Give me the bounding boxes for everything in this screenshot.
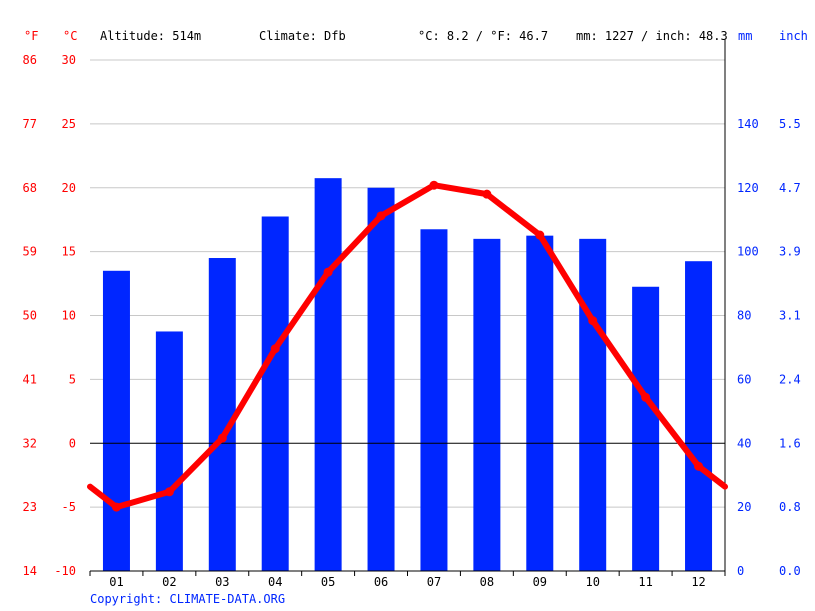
- mm-tick-label: 40: [737, 436, 751, 450]
- celsius-tick-label: 30: [62, 53, 76, 67]
- celsius-tick-label: 5: [69, 372, 76, 386]
- fahrenheit-tick-label: 23: [23, 500, 37, 514]
- precipitation-bar: [685, 261, 713, 571]
- precipitation-bar: [102, 270, 130, 571]
- mm-tick-label: 60: [737, 372, 751, 386]
- precipitation-bar: [420, 229, 448, 572]
- fahrenheit-tick-label: 86: [23, 53, 37, 67]
- precipitation-bar: [314, 178, 342, 571]
- mm-tick-label: 20: [737, 500, 751, 514]
- mm-tick-label: 80: [737, 309, 751, 323]
- temperature-point: [482, 189, 492, 199]
- mm-tick-label: 120: [737, 181, 759, 195]
- inch-tick-label: 0.8: [779, 500, 801, 514]
- celsius-tick-label: 15: [62, 245, 76, 259]
- celsius-tick-label: 10: [62, 309, 76, 323]
- celsius-unit-label: °C: [63, 29, 78, 43]
- altitude-label: Altitude: 514m: [100, 29, 202, 43]
- temperature-point: [641, 392, 651, 402]
- fahrenheit-unit-label: °F: [24, 29, 39, 43]
- inch-tick-label: 4.7: [779, 181, 801, 195]
- fahrenheit-tick-label: 77: [23, 117, 37, 131]
- x-tick-label: 12: [691, 575, 705, 589]
- x-tick-label: 04: [268, 575, 282, 589]
- inch-unit-label: inch: [779, 29, 808, 43]
- temperature-point: [376, 211, 386, 221]
- mm-unit-label: mm: [738, 29, 753, 43]
- fahrenheit-tick-label: 68: [23, 181, 37, 195]
- inch-tick-label: 1.6: [779, 436, 801, 450]
- x-tick-label: 03: [215, 575, 229, 589]
- temperature-point: [217, 433, 227, 443]
- celsius-tick-label: 20: [62, 181, 76, 195]
- temperature-point: [323, 267, 333, 277]
- fahrenheit-tick-label: 32: [23, 436, 37, 450]
- inch-tick-label: 3.1: [779, 309, 801, 323]
- x-tick-label: 09: [533, 575, 547, 589]
- celsius-tick-label: 0: [69, 436, 76, 450]
- temperature-point: [429, 180, 439, 190]
- fahrenheit-tick-label: 50: [23, 309, 37, 323]
- x-tick-label: 01: [109, 575, 123, 589]
- x-tick-label: 02: [162, 575, 176, 589]
- precipitation-bar: [261, 216, 289, 571]
- temperature-point: [535, 230, 545, 240]
- mm-tick-label: 100: [737, 245, 759, 259]
- temperature-point: [164, 487, 174, 497]
- precipitation-bar: [367, 187, 395, 571]
- temperature-point: [270, 344, 280, 354]
- inch-tick-label: 5.5: [779, 117, 801, 131]
- fahrenheit-tick-label: 59: [23, 245, 37, 259]
- x-tick-label: 10: [585, 575, 599, 589]
- precipitation-bar: [473, 238, 501, 571]
- mm-tick-label: 0: [737, 564, 744, 578]
- annual-precipitation-label: mm: 1227 / inch: 48.3: [576, 29, 728, 43]
- inch-tick-label: 0.0: [779, 564, 801, 578]
- precipitation-bar: [632, 286, 660, 571]
- climate-label: Climate: Dfb: [259, 29, 346, 43]
- precipitation-bar: [579, 238, 607, 571]
- mm-tick-label: 140: [737, 117, 759, 131]
- celsius-tick-label: -5: [62, 500, 76, 514]
- fahrenheit-tick-label: 41: [23, 372, 37, 386]
- celsius-tick-label: 25: [62, 117, 76, 131]
- temperature-point: [588, 316, 598, 326]
- copyright-link[interactable]: Copyright: CLIMATE-DATA.ORG: [90, 592, 286, 606]
- celsius-tick-label: -10: [54, 564, 76, 578]
- fahrenheit-tick-label: 14: [23, 564, 37, 578]
- inch-tick-label: 2.4: [779, 372, 801, 386]
- x-tick-label: 07: [427, 575, 441, 589]
- temperature-line: [87, 182, 728, 511]
- precipitation-bar: [208, 258, 236, 571]
- x-tick-label: 08: [480, 575, 494, 589]
- average-temperature-label: °C: 8.2 / °F: 46.7: [418, 29, 549, 43]
- inch-tick-label: 3.9: [779, 245, 801, 259]
- precipitation-bar: [155, 331, 183, 571]
- temperature-point: [694, 461, 704, 471]
- precipitation-bar: [526, 235, 554, 571]
- x-tick-label: 06: [374, 575, 388, 589]
- x-tick-label: 11: [638, 575, 652, 589]
- temperature-point: [111, 502, 121, 512]
- x-tick-label: 05: [321, 575, 335, 589]
